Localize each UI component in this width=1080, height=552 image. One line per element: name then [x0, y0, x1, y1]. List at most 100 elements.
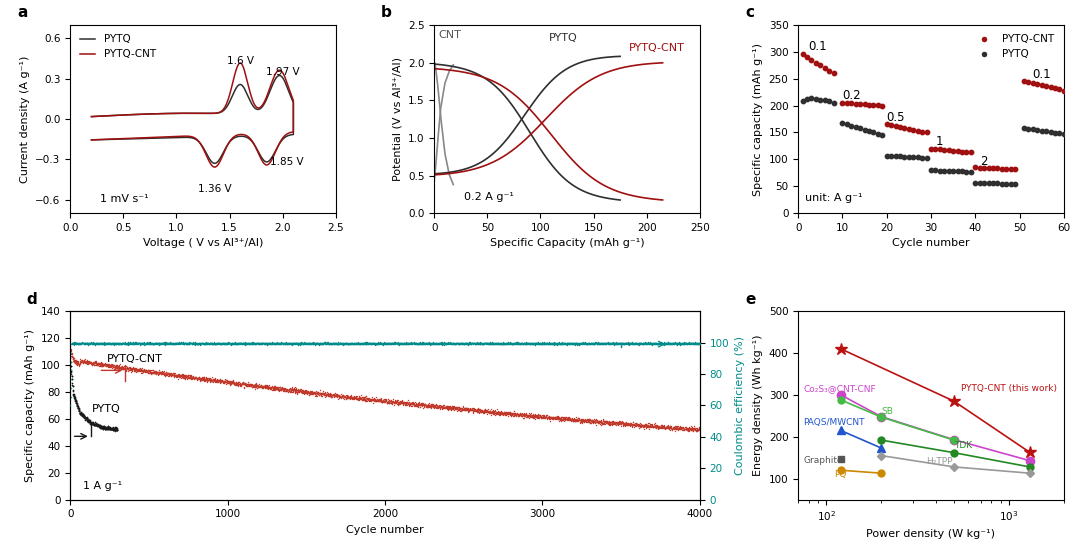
Point [403, 339, 420, 348]
Point [508, 411, 525, 420]
Point [540, 413, 557, 422]
Point [164, 339, 181, 348]
Point [98, 423, 116, 432]
Point [69, 404, 86, 412]
Point [380, 395, 397, 404]
Point [404, 398, 421, 407]
Point [303, 339, 321, 348]
Point [268, 383, 285, 392]
Point [266, 382, 283, 391]
Point [626, 421, 644, 430]
Point [201, 339, 218, 348]
Point [436, 402, 454, 411]
Point [295, 337, 312, 346]
Point [126, 339, 144, 348]
Point [549, 339, 566, 348]
Point [105, 423, 122, 432]
Point [224, 376, 241, 385]
Point [90, 359, 107, 368]
Point [635, 421, 652, 430]
Point [66, 339, 83, 348]
Point [420, 400, 437, 409]
Point [572, 339, 590, 348]
Point [428, 404, 445, 412]
Point [85, 359, 103, 368]
Point [299, 339, 316, 348]
Point [266, 338, 283, 347]
Point [491, 339, 509, 348]
Point [192, 374, 210, 383]
Point [240, 380, 257, 389]
Point [650, 339, 667, 348]
Point [446, 403, 463, 412]
Point [414, 338, 431, 347]
Point [303, 388, 321, 396]
Point [597, 340, 615, 349]
Point [522, 411, 539, 420]
Point [109, 364, 126, 373]
Point [515, 410, 532, 419]
Point [566, 339, 583, 348]
Point [157, 339, 174, 348]
Point [585, 339, 603, 348]
Point [285, 339, 302, 348]
Point [364, 339, 381, 348]
Point [359, 339, 376, 348]
Point [561, 415, 578, 423]
Point [409, 400, 427, 409]
Point [264, 339, 281, 348]
Point [109, 339, 126, 348]
Point [140, 367, 158, 375]
Point [147, 339, 164, 348]
Point [496, 339, 513, 348]
Point [347, 338, 364, 347]
Point [297, 387, 314, 396]
Point [503, 408, 521, 417]
Point [276, 338, 294, 347]
Point [384, 339, 402, 348]
Point [180, 373, 198, 382]
Point [84, 420, 102, 428]
Point [188, 339, 205, 348]
Point [180, 339, 198, 348]
Point [519, 411, 537, 420]
Point [401, 339, 418, 348]
Point [463, 406, 481, 415]
Point [672, 339, 689, 348]
Point [433, 403, 450, 412]
Point [79, 339, 96, 348]
Point [409, 402, 427, 411]
Point [451, 339, 469, 348]
Point [208, 339, 226, 348]
Point [540, 339, 557, 348]
Point [370, 339, 388, 348]
Point [238, 380, 255, 389]
Point [70, 362, 87, 370]
Point [1002, 179, 1020, 188]
Point [643, 340, 660, 349]
Point [261, 383, 279, 391]
Point [278, 385, 295, 394]
Point [203, 374, 220, 383]
Point [265, 339, 282, 348]
Point [519, 411, 537, 420]
Point [159, 339, 176, 348]
Point [658, 339, 675, 348]
Point [108, 340, 125, 349]
Point [254, 338, 271, 347]
Point [103, 423, 120, 432]
Point [438, 401, 456, 410]
Point [350, 394, 367, 403]
Point [476, 338, 494, 347]
Point [359, 338, 376, 347]
Point [94, 423, 111, 432]
Point [495, 339, 512, 348]
Point [286, 385, 303, 394]
Point [110, 339, 127, 348]
Point [675, 339, 692, 348]
Point [418, 401, 435, 410]
Point [145, 367, 162, 376]
Point [106, 341, 123, 349]
Point [137, 365, 154, 374]
Point [423, 400, 441, 408]
